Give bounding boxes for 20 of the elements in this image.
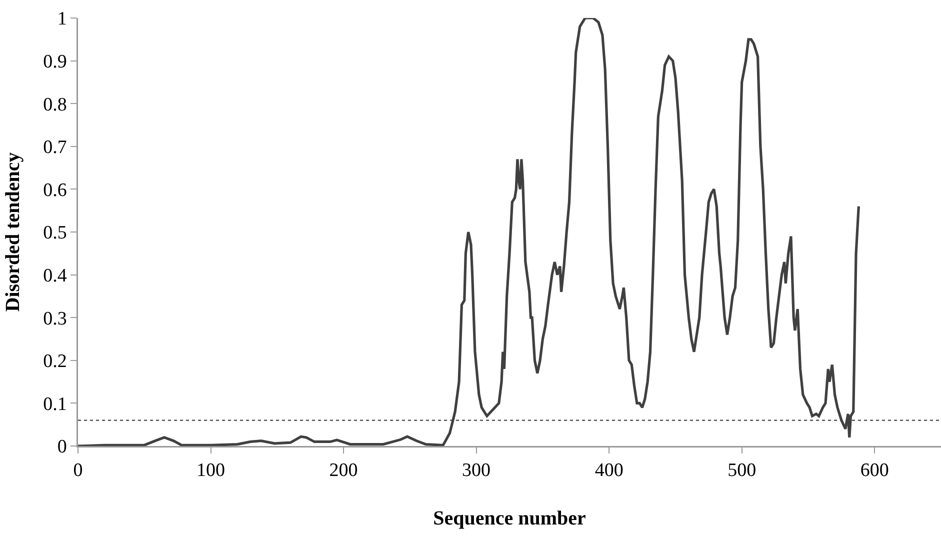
x-tick-label: 100 <box>196 460 226 482</box>
y-tick-label: 0.9 <box>43 51 67 72</box>
y-tick-label: 0.4 <box>43 265 68 286</box>
x-tick-label: 500 <box>728 460 756 482</box>
x-tick-label: 0 <box>73 460 83 482</box>
y-tick-label: 0.1 <box>43 394 67 415</box>
x-tick-label: 300 <box>462 460 491 482</box>
x-tick-label: 200 <box>329 460 358 482</box>
y-tick-label: 0.3 <box>43 308 67 330</box>
x-axis-title: Sequence number <box>433 507 586 530</box>
y-axis-title: Disorded tendency <box>2 152 24 312</box>
y-tick-label: 1 <box>57 8 67 30</box>
y-tick-label: 0 <box>57 436 67 458</box>
y-tick-label: 0.2 <box>43 351 67 372</box>
x-tick-label: 600 <box>860 460 889 482</box>
y-tick-label: 0.5 <box>43 222 67 244</box>
y-tick-label: 0.8 <box>43 94 67 116</box>
x-tick-label: 400 <box>594 460 624 482</box>
y-tick-label: 0.7 <box>43 137 67 158</box>
y-tick-label: 0.6 <box>43 180 67 201</box>
